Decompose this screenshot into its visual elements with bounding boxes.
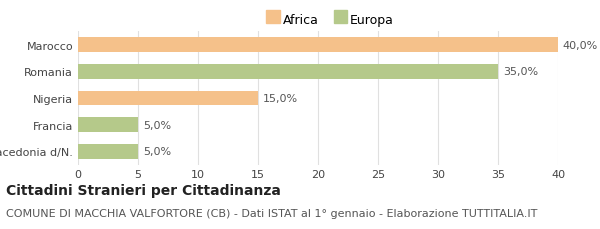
- Text: 5,0%: 5,0%: [143, 120, 171, 130]
- Text: 5,0%: 5,0%: [143, 147, 171, 157]
- Text: COMUNE DI MACCHIA VALFORTORE (CB) - Dati ISTAT al 1° gennaio - Elaborazione TUTT: COMUNE DI MACCHIA VALFORTORE (CB) - Dati…: [6, 208, 538, 218]
- Bar: [78, 38, 558, 53]
- Text: 35,0%: 35,0%: [503, 67, 538, 77]
- Bar: [78, 65, 498, 79]
- Bar: [78, 118, 138, 132]
- Bar: [78, 91, 258, 106]
- Legend: Africa, Europa: Africa, Europa: [262, 8, 398, 31]
- Text: 40,0%: 40,0%: [563, 40, 598, 50]
- Bar: [78, 144, 138, 159]
- Text: 15,0%: 15,0%: [263, 93, 298, 104]
- Text: Cittadini Stranieri per Cittadinanza: Cittadini Stranieri per Cittadinanza: [6, 183, 281, 197]
